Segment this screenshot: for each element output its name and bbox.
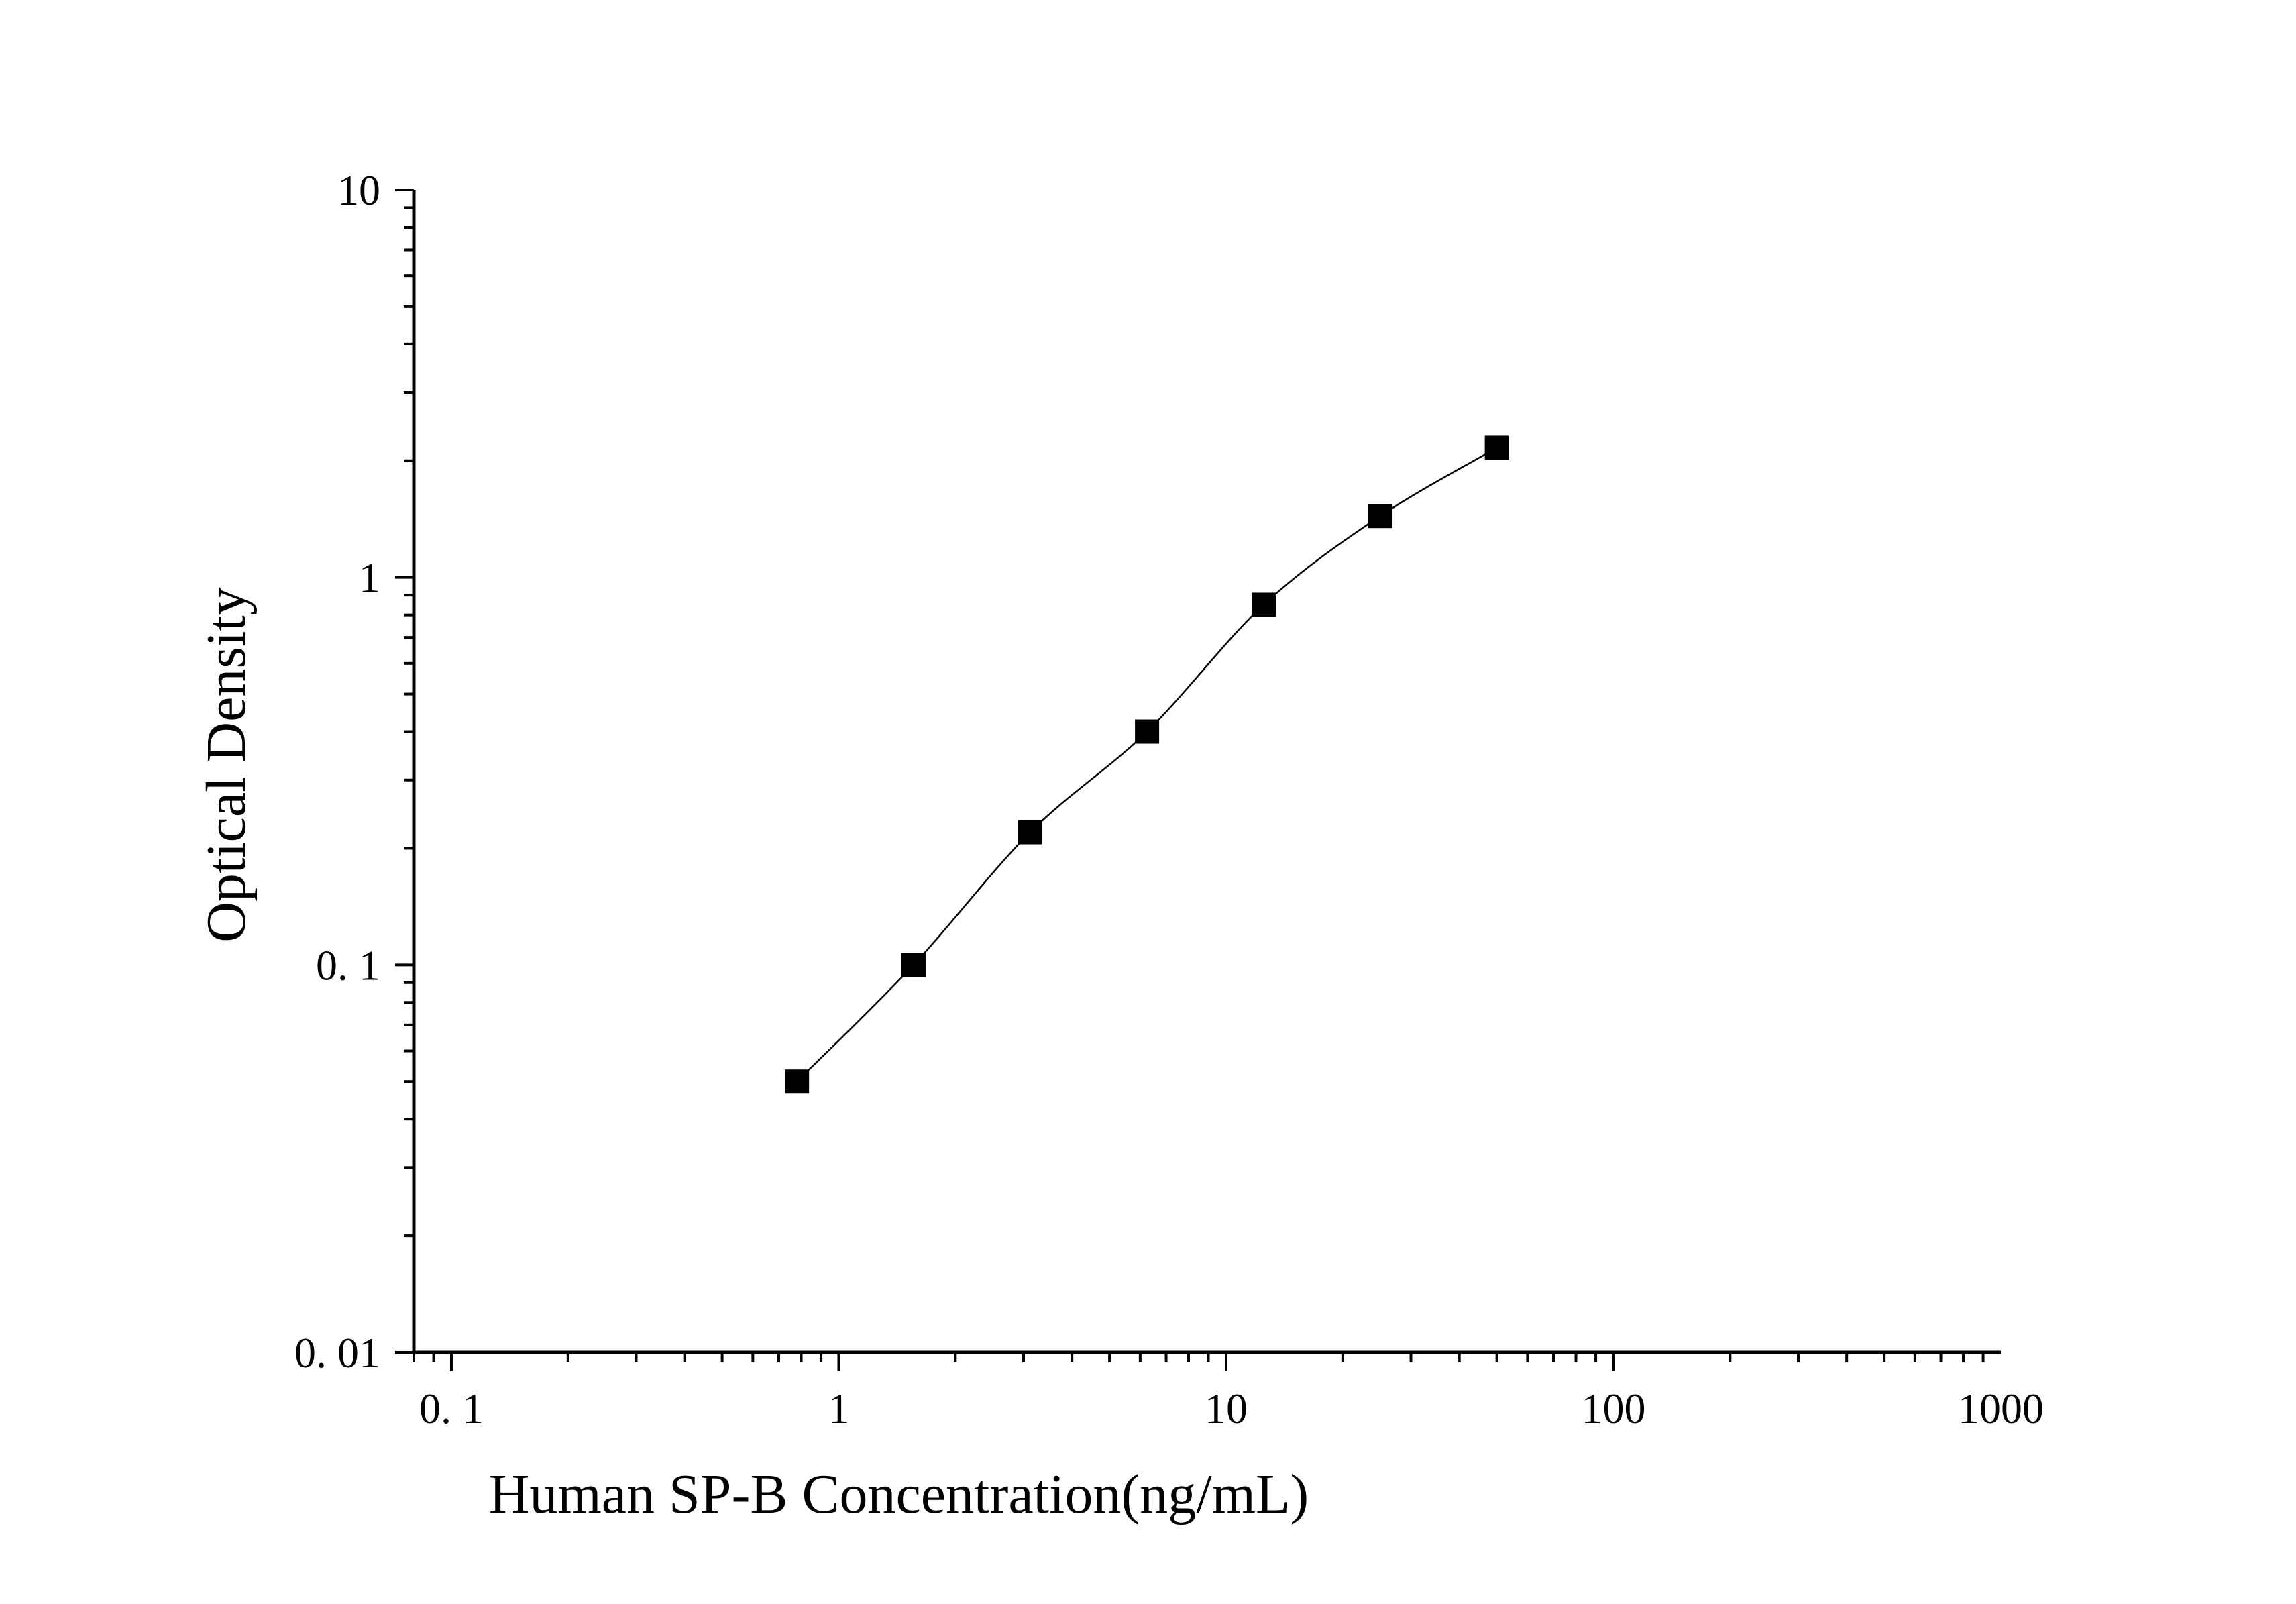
x-tick-label: 0. 1 xyxy=(419,1385,484,1432)
x-tick-label: 100 xyxy=(1581,1385,1645,1432)
y-tick-label: 1 xyxy=(359,554,380,602)
x-tick-label: 10 xyxy=(1205,1385,1248,1432)
x-tick-label: 1 xyxy=(828,1385,849,1432)
y-tick-label: 10 xyxy=(337,166,380,214)
ticks: 0. 1 1 10 100 1000 0. 01 0. 1 1 10 xyxy=(294,166,2044,1432)
x-tick-label: 1000 xyxy=(1958,1385,2044,1432)
y-tick-label: 0. 1 xyxy=(316,941,380,989)
data-points xyxy=(785,435,1509,1094)
fit-curve-layer xyxy=(796,447,1498,1083)
data-point xyxy=(1018,820,1042,845)
data-point xyxy=(1251,592,1276,617)
data-point xyxy=(785,1069,810,1094)
fit-curve xyxy=(796,447,1498,1083)
y-tick-label: 0. 01 xyxy=(294,1329,380,1377)
data-point xyxy=(1368,504,1392,529)
data-point xyxy=(1135,719,1160,744)
x-axis-label: Human SP-B Concentration(ng/mL) xyxy=(489,1463,1309,1526)
y-axis-label: Optical Density xyxy=(195,587,258,943)
data-point xyxy=(1484,435,1509,460)
data-point xyxy=(901,953,926,977)
axes xyxy=(412,190,2001,1354)
